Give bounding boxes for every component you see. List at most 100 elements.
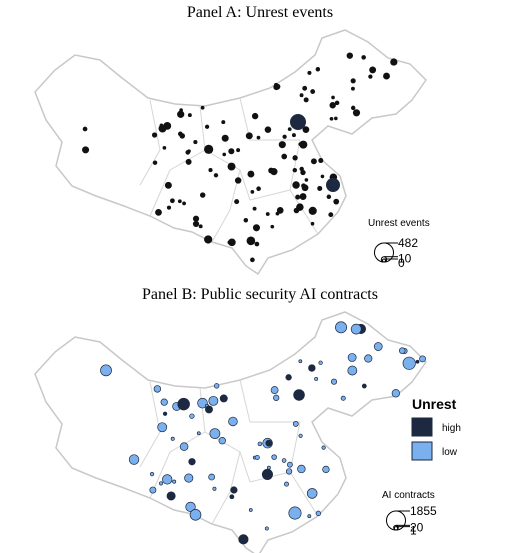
point	[390, 58, 398, 66]
legend-size-label: 10	[398, 252, 412, 266]
point	[247, 170, 255, 178]
point	[293, 389, 305, 401]
point	[193, 140, 198, 145]
point	[398, 347, 406, 354]
point	[361, 383, 367, 389]
point	[177, 110, 185, 118]
legend-size-label: 0	[398, 256, 405, 270]
point	[177, 199, 182, 204]
point	[318, 157, 324, 164]
point	[273, 394, 280, 401]
point	[152, 160, 158, 165]
point	[308, 206, 317, 215]
point	[350, 86, 355, 91]
point	[299, 140, 308, 149]
point	[310, 89, 316, 94]
point	[188, 458, 196, 466]
panel-title: Panel A: Unrest events	[187, 4, 333, 21]
point	[179, 442, 189, 451]
point	[228, 416, 238, 427]
point	[307, 514, 312, 519]
point	[281, 458, 287, 463]
point	[208, 168, 213, 173]
point	[350, 78, 356, 84]
point	[155, 208, 162, 216]
point	[273, 82, 279, 88]
point	[257, 441, 263, 447]
point	[368, 74, 373, 79]
point	[318, 360, 323, 365]
point	[310, 221, 315, 226]
point	[298, 433, 303, 438]
point	[265, 439, 273, 447]
point	[162, 474, 173, 485]
point	[238, 534, 249, 545]
legend-title: Unrest	[412, 396, 457, 412]
point	[208, 395, 219, 406]
point	[250, 257, 255, 263]
point	[172, 479, 177, 484]
point	[265, 212, 270, 216]
point	[227, 162, 236, 171]
point	[270, 224, 275, 229]
point	[288, 506, 302, 520]
point	[287, 461, 293, 468]
point	[221, 134, 229, 142]
point	[213, 383, 220, 389]
point	[340, 395, 346, 401]
point	[271, 454, 277, 460]
point	[315, 67, 321, 72]
point	[170, 436, 175, 441]
point	[230, 486, 238, 494]
point	[334, 116, 338, 121]
point	[213, 173, 219, 178]
point	[250, 190, 255, 194]
point	[302, 126, 310, 134]
point	[293, 207, 300, 214]
point	[361, 55, 366, 60]
point	[285, 374, 292, 381]
point	[369, 66, 377, 74]
point	[292, 155, 298, 161]
point	[302, 85, 308, 91]
point	[100, 364, 112, 377]
point	[184, 473, 194, 483]
point	[334, 100, 340, 106]
panel-title: Panel B: Public security AI contracts	[142, 286, 378, 303]
point	[415, 359, 420, 364]
point	[270, 386, 279, 394]
point	[218, 437, 226, 445]
point	[228, 148, 235, 155]
point	[254, 454, 260, 461]
point	[347, 353, 357, 362]
legend-title: AI contracts	[382, 490, 435, 501]
point	[157, 422, 168, 433]
point	[179, 108, 183, 112]
point	[256, 135, 261, 140]
point	[252, 206, 257, 211]
point	[243, 217, 249, 223]
point	[298, 359, 303, 364]
point	[364, 354, 373, 363]
point	[159, 123, 164, 128]
legend-size-label: 20	[410, 520, 424, 534]
point	[254, 241, 260, 247]
point	[304, 178, 309, 182]
point	[331, 95, 335, 100]
point	[246, 236, 256, 246]
point	[290, 114, 306, 130]
point	[285, 468, 293, 475]
point	[307, 70, 312, 75]
point	[295, 194, 301, 200]
point	[196, 431, 201, 436]
point	[350, 323, 362, 335]
legend-size-label: 1	[410, 524, 417, 538]
point	[373, 342, 383, 351]
point	[187, 113, 192, 118]
point	[197, 397, 208, 409]
point	[198, 224, 203, 229]
point	[335, 321, 348, 334]
point	[219, 394, 228, 403]
point	[350, 105, 356, 111]
